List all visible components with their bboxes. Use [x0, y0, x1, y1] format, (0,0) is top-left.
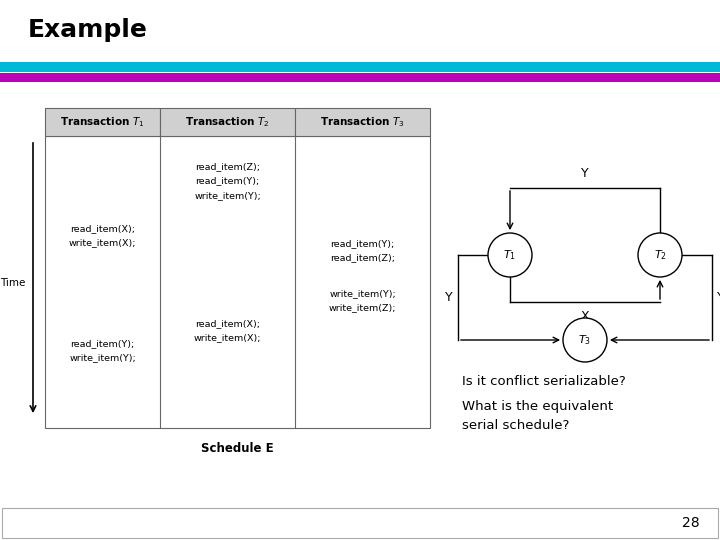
Circle shape: [638, 233, 682, 277]
Circle shape: [563, 318, 607, 362]
Text: Transaction $T_3$: Transaction $T_3$: [320, 115, 405, 129]
Text: read_item(X);: read_item(X);: [70, 224, 135, 233]
Text: Y, Z: Y, Z: [717, 291, 720, 304]
Bar: [45, 108, 160, 136]
Text: read_item(Y);: read_item(Y);: [330, 239, 395, 248]
Bar: [295, 108, 430, 136]
Text: read_item(X);: read_item(X);: [195, 319, 260, 328]
Bar: [45, 136, 430, 428]
Text: read_item(Z);: read_item(Z);: [330, 253, 395, 262]
Text: Y: Y: [581, 167, 589, 180]
Bar: [2, 508, 718, 538]
Text: $T_2$: $T_2$: [654, 248, 667, 262]
Text: write_item(Y);: write_item(Y);: [194, 191, 261, 200]
Text: $T_3$: $T_3$: [578, 333, 592, 347]
Text: $T_1$: $T_1$: [503, 248, 516, 262]
Circle shape: [488, 233, 532, 277]
Text: X: X: [581, 310, 589, 323]
Text: write_item(X);: write_item(X);: [194, 334, 261, 342]
Text: read_item(Y);: read_item(Y);: [71, 339, 135, 348]
Bar: [0, 73, 720, 82]
Text: read_item(Y);: read_item(Y);: [195, 177, 260, 186]
Text: Time: Time: [0, 278, 26, 288]
Text: Transaction $T_2$: Transaction $T_2$: [185, 115, 270, 129]
Bar: [0, 62, 720, 72]
Text: write_item(Z);: write_item(Z);: [329, 303, 396, 313]
Text: 28: 28: [683, 516, 700, 530]
Bar: [160, 108, 295, 136]
Text: Transaction $T_1$: Transaction $T_1$: [60, 115, 145, 129]
Text: read_item(Z);: read_item(Z);: [195, 162, 260, 171]
Text: Example: Example: [28, 18, 148, 42]
Text: write_item(X);: write_item(X);: [68, 239, 136, 247]
Text: Y: Y: [446, 291, 453, 304]
Text: write_item(Y);: write_item(Y);: [69, 354, 136, 362]
Text: write_item(Y);: write_item(Y);: [329, 289, 396, 298]
Text: Schedule E: Schedule E: [201, 442, 274, 455]
Text: What is the equivalent
serial schedule?: What is the equivalent serial schedule?: [462, 400, 613, 432]
Text: Is it conflict serializable?: Is it conflict serializable?: [462, 375, 626, 388]
